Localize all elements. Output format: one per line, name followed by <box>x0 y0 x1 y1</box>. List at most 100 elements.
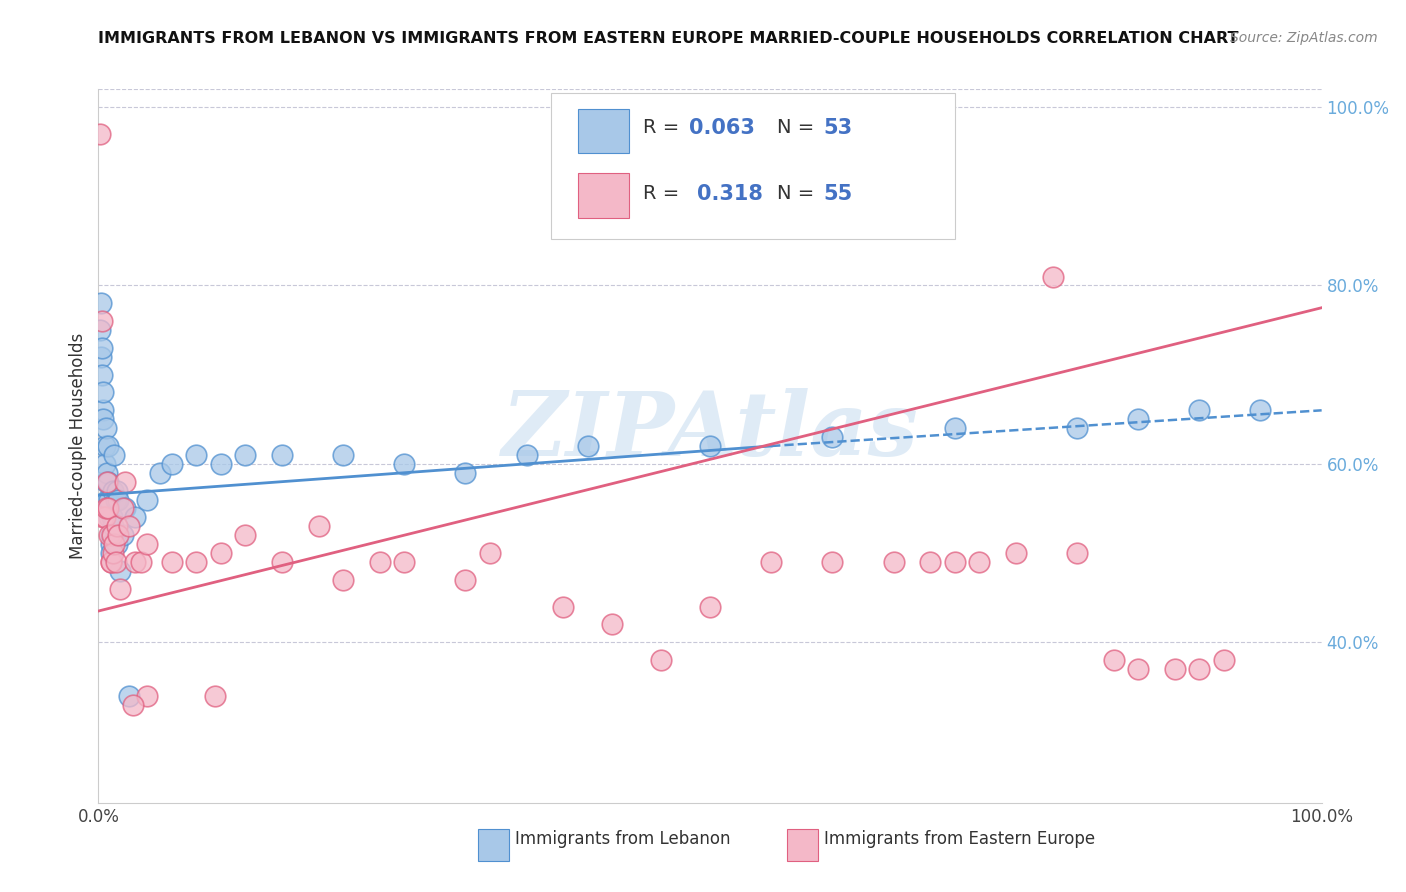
Point <box>967 555 990 569</box>
Point <box>89 127 111 141</box>
Text: R =: R = <box>643 184 692 203</box>
Point <box>96 475 118 489</box>
Point <box>100 537 122 551</box>
Point <box>129 555 152 569</box>
Point <box>1249 403 1271 417</box>
Point <box>91 385 114 400</box>
Point <box>209 457 232 471</box>
Point <box>270 555 294 569</box>
FancyBboxPatch shape <box>551 93 955 239</box>
Point <box>270 448 294 462</box>
Point <box>100 528 122 542</box>
Point <box>104 555 127 569</box>
Text: N =: N = <box>778 184 821 203</box>
Point <box>105 537 128 551</box>
Point <box>100 555 122 569</box>
Point <box>105 483 128 498</box>
Point <box>105 519 128 533</box>
Point <box>136 492 159 507</box>
Point <box>101 528 124 542</box>
Text: 0.063: 0.063 <box>689 118 755 137</box>
Point <box>101 483 124 498</box>
Point <box>124 510 146 524</box>
Point <box>761 555 783 569</box>
Point <box>98 510 121 524</box>
Point <box>515 448 537 462</box>
Bar <box>578 109 630 153</box>
Point <box>107 528 129 542</box>
Point <box>1188 662 1211 676</box>
Point <box>101 546 124 560</box>
Point <box>943 555 966 569</box>
Point <box>91 403 114 417</box>
Point <box>209 546 232 560</box>
Point <box>1066 546 1088 560</box>
Text: Source: ZipAtlas.com: Source: ZipAtlas.com <box>1230 31 1378 45</box>
Point <box>1066 421 1088 435</box>
Bar <box>578 173 630 218</box>
Point <box>204 689 226 703</box>
Point <box>699 439 721 453</box>
Point <box>114 475 136 489</box>
Point <box>1212 653 1234 667</box>
Point <box>93 457 115 471</box>
Point <box>91 368 114 382</box>
Point <box>91 341 114 355</box>
Point <box>136 689 159 703</box>
Point <box>1188 403 1211 417</box>
Point <box>149 466 172 480</box>
Point <box>454 573 477 587</box>
Point <box>101 519 124 533</box>
Point <box>90 296 112 310</box>
Point <box>160 555 183 569</box>
Point <box>94 501 117 516</box>
Text: N =: N = <box>778 118 821 136</box>
Point <box>93 510 115 524</box>
Point <box>121 698 143 712</box>
Point <box>100 555 122 569</box>
Point <box>821 430 844 444</box>
Point <box>1128 412 1150 426</box>
Point <box>392 457 416 471</box>
Point <box>96 466 118 480</box>
Point <box>97 439 120 453</box>
Point <box>883 555 905 569</box>
Point <box>553 599 575 614</box>
Text: IMMIGRANTS FROM LEBANON VS IMMIGRANTS FROM EASTERN EUROPE MARRIED-COUPLE HOUSEHO: IMMIGRANTS FROM LEBANON VS IMMIGRANTS FR… <box>98 31 1239 46</box>
Point <box>111 501 134 516</box>
Point <box>1042 269 1064 284</box>
Point <box>478 546 501 560</box>
Point <box>576 439 599 453</box>
Point <box>1164 662 1187 676</box>
Point <box>821 555 844 569</box>
Point <box>97 475 120 489</box>
Point <box>1128 662 1150 676</box>
Point <box>186 448 208 462</box>
Point <box>101 510 124 524</box>
Point <box>93 439 115 453</box>
Point <box>89 323 111 337</box>
Text: 0.318: 0.318 <box>696 184 762 204</box>
Point <box>103 448 125 462</box>
Point <box>100 546 122 560</box>
Point <box>600 617 623 632</box>
Text: R =: R = <box>643 118 685 136</box>
Point <box>107 492 129 507</box>
Point <box>332 573 354 587</box>
Y-axis label: Married-couple Households: Married-couple Households <box>69 333 87 559</box>
Point <box>233 528 256 542</box>
Point <box>136 537 159 551</box>
Point <box>91 412 114 426</box>
Text: 55: 55 <box>824 184 853 204</box>
Point <box>920 555 942 569</box>
Point <box>160 457 183 471</box>
Point <box>233 448 256 462</box>
Point <box>98 528 121 542</box>
Text: Immigrants from Eastern Europe: Immigrants from Eastern Europe <box>824 830 1095 847</box>
Text: 53: 53 <box>824 118 853 137</box>
Point <box>91 510 114 524</box>
Point <box>943 421 966 435</box>
Point <box>94 421 117 435</box>
Point <box>1102 653 1125 667</box>
Point <box>650 653 672 667</box>
